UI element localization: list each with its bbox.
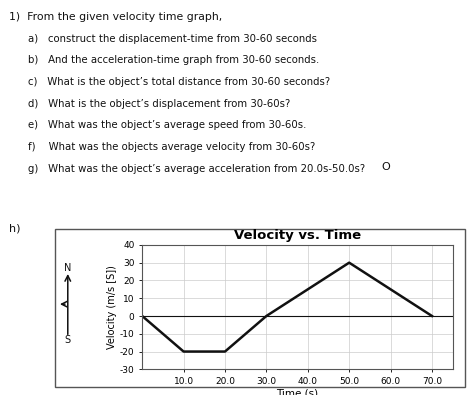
Text: b)   And the acceleration-time graph from 30-60 seconds.: b) And the acceleration-time graph from … xyxy=(28,55,319,65)
Text: d)   What is the object’s displacement from 30-60s?: d) What is the object’s displacement fro… xyxy=(28,99,291,109)
Text: c)   What is the object’s total distance from 30-60 seconds?: c) What is the object’s total distance f… xyxy=(28,77,330,87)
Text: h): h) xyxy=(9,223,21,233)
Text: O: O xyxy=(382,162,390,172)
Text: g)   What was the object’s average acceleration from 20.0s-50.0s?: g) What was the object’s average acceler… xyxy=(28,164,365,174)
Y-axis label: Velocity (m/s [S]): Velocity (m/s [S]) xyxy=(107,265,117,349)
Text: N: N xyxy=(64,263,72,273)
Text: f)    What was the objects average velocity from 30-60s?: f) What was the objects average velocity… xyxy=(28,142,316,152)
Text: a)   construct the displacement-time from 30-60 seconds: a) construct the displacement-time from … xyxy=(28,34,318,43)
Text: 1)  From the given velocity time graph,: 1) From the given velocity time graph, xyxy=(9,12,223,22)
Text: e)   What was the object’s average speed from 30-60s.: e) What was the object’s average speed f… xyxy=(28,120,307,130)
Text: S: S xyxy=(65,335,71,345)
X-axis label: Time (s): Time (s) xyxy=(276,389,319,395)
Title: Velocity vs. Time: Velocity vs. Time xyxy=(234,229,361,243)
